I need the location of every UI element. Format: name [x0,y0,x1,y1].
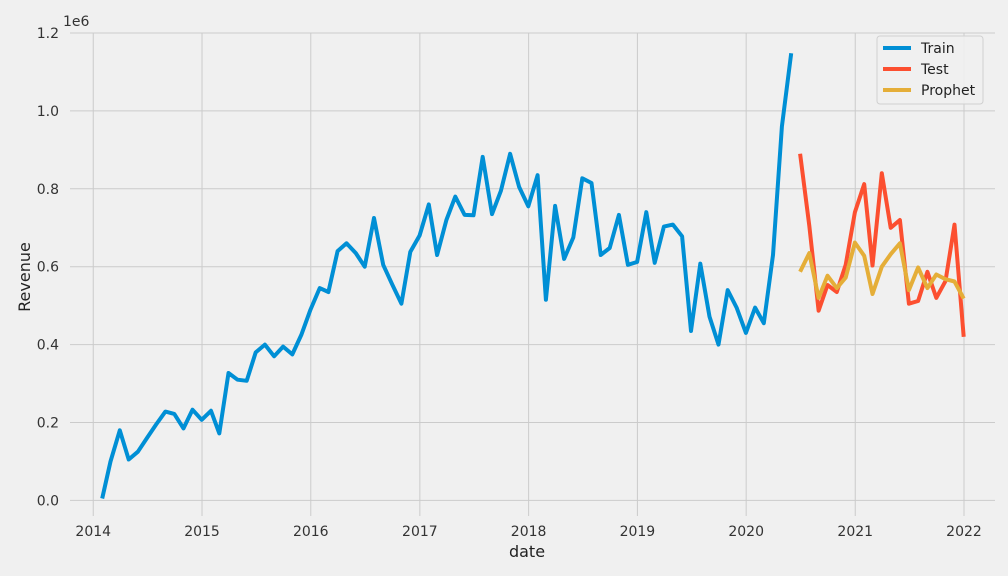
series-line-test [798,153,966,337]
x-tick-label: 2015 [184,524,220,540]
y-tick-label: 0.8 [37,182,59,198]
legend-box [876,35,984,105]
y-tick-label: 1.2 [37,26,59,42]
x-tick-label: 2014 [75,524,111,540]
legend-label-prophet: Prophet [921,83,976,99]
x-tick-label: 2017 [402,524,438,540]
x-axis-ticks: 2014 2015 2016 2017 2018 2019 2020 2021 2022 [75,524,981,540]
y-axis-ticks: 0.0 0.2 0.4 0.6 0.8 1.0 1.2 [37,26,59,509]
x-axis-label: date [509,542,545,561]
y-tick-label: 0.6 [37,260,59,276]
legend: Train Test Prophet [876,35,984,105]
series-line-prophet [798,240,966,300]
y-tick-label: 0.0 [37,493,59,509]
y-tick-label: 0.4 [37,338,59,354]
legend-label-test: Test [920,62,949,78]
x-tick-label: 2016 [293,524,329,540]
y-tick-label: 1.0 [37,104,59,120]
x-tick-label: 2022 [946,524,982,540]
y-axis-label: Revenue [15,242,34,312]
legend-label-train: Train [920,41,955,57]
x-tick-label: 2019 [620,524,656,540]
x-tick-label: 2021 [837,524,873,540]
y-offset-label: 1e6 [63,14,90,30]
y-tick-label: 0.2 [37,416,59,432]
x-tick-label: 2020 [728,524,764,540]
x-tick-label: 2018 [511,524,547,540]
series-line-train [100,53,794,499]
series-lines [100,53,966,499]
